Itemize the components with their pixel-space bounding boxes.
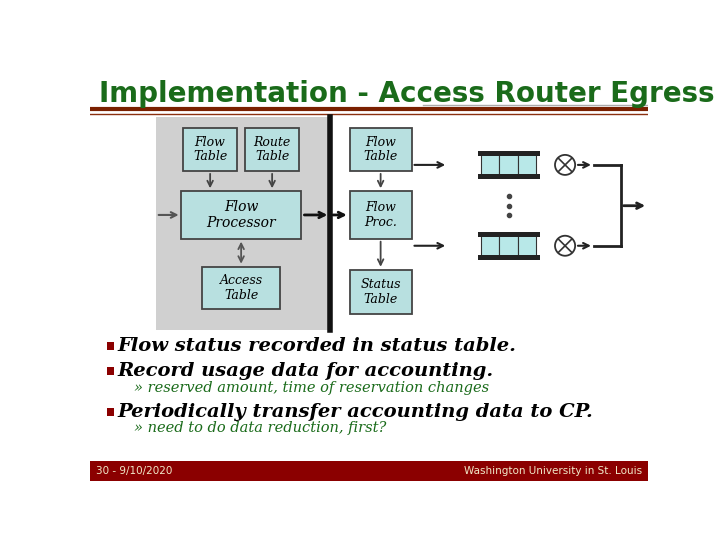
Bar [481,153,499,177]
Bar [181,191,301,239]
Bar [477,174,539,179]
Bar [477,151,539,156]
Bar [350,191,412,239]
Text: Washington University in St. Louis: Washington University in St. Louis [464,465,642,476]
Text: Route
Table: Route Table [253,136,291,164]
Text: Flow
Processor: Flow Processor [207,200,276,230]
Bar [90,461,648,481]
Text: Flow
Proc.: Flow Proc. [364,201,397,229]
Bar [481,234,499,257]
Bar [107,367,114,375]
Text: Status
Table: Status Table [361,278,401,306]
Bar [518,153,536,177]
Bar [477,232,539,237]
Text: Flow
Table: Flow Table [364,136,397,164]
Bar [107,408,114,416]
Bar [156,117,330,330]
Text: » reserved amount, time of reservation changes: » reserved amount, time of reservation c… [134,381,489,395]
Bar [350,269,412,314]
Text: Record usage data for accounting.: Record usage data for accounting. [117,362,494,380]
Text: Implementation - Access Router Egress: Implementation - Access Router Egress [99,80,715,108]
Bar [245,129,300,171]
Text: Periodically transfer accounting data to CP.: Periodically transfer accounting data to… [117,403,593,421]
Text: » need to do data reduction, first?: » need to do data reduction, first? [134,421,387,435]
Text: 30 - 9/10/2020: 30 - 9/10/2020 [96,465,173,476]
Bar [183,129,238,171]
Bar [499,234,518,257]
Circle shape [555,155,575,175]
Bar [202,267,280,309]
Text: Flow status recorded in status table.: Flow status recorded in status table. [117,337,516,355]
Bar [350,129,412,171]
Bar [477,255,539,260]
Bar [107,342,114,350]
Circle shape [555,236,575,256]
Bar [518,234,536,257]
Text: Access
Table: Access Table [220,274,263,302]
Text: Flow
Table: Flow Table [193,136,228,164]
Bar [499,153,518,177]
